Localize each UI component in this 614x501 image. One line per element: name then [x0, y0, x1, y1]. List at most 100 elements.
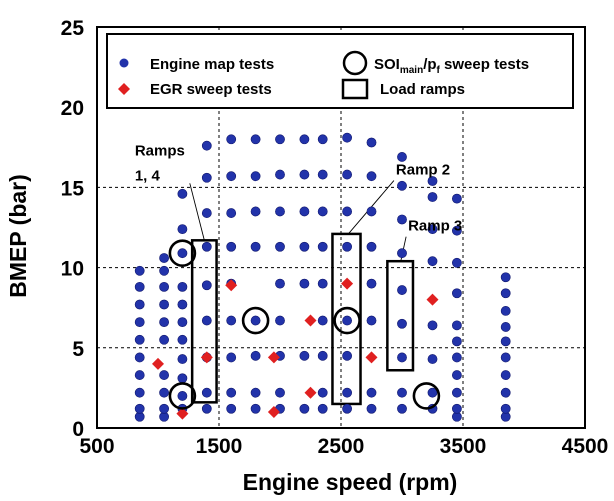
engine-map-point	[177, 334, 188, 345]
engine-map-point	[250, 350, 261, 361]
engine-map-point	[201, 172, 212, 183]
engine-map-point	[500, 288, 511, 299]
engine-map-point	[275, 134, 285, 145]
engine-map-point	[342, 132, 352, 143]
engine-map-point	[299, 403, 310, 414]
engine-map-point	[177, 317, 188, 328]
engine-map-point	[299, 206, 310, 217]
engine-map-point	[159, 253, 169, 263]
legend-sweep-subscript: main	[400, 65, 423, 76]
engine-map-point	[177, 248, 188, 259]
sweep-test-circle	[168, 382, 197, 410]
engine-map-point	[299, 350, 310, 361]
engine-map-point	[177, 391, 188, 401]
engine-map-point	[134, 299, 145, 310]
y-tick-label: 20	[61, 97, 84, 120]
engine-map-point	[427, 354, 438, 364]
x-tick-label: 500	[79, 435, 114, 458]
engine-map-point	[159, 299, 169, 310]
engine-map-point	[177, 299, 188, 310]
tick-labels: 500 1500 2500 3500 4500 0 5 10 15 20 25	[61, 17, 609, 458]
annotation-text: Ramp 3	[408, 218, 462, 235]
engine-map-point	[226, 208, 237, 218]
legend-ramp-label: Load ramps	[380, 81, 465, 98]
engine-map-point	[397, 214, 407, 225]
engine-map-point	[177, 281, 188, 292]
legend-sweep-text-main: SOI	[374, 56, 400, 73]
engine-map-point	[299, 278, 310, 289]
x-axis-title: Engine speed (rpm)	[243, 469, 458, 495]
engine-map-point	[177, 354, 188, 364]
engine-map-point	[250, 403, 261, 414]
engine-map-point	[134, 265, 145, 276]
engine-map-point	[134, 334, 145, 345]
engine-map-point	[299, 134, 310, 145]
annotation-leader-line	[189, 183, 205, 241]
engine-map-point	[201, 140, 212, 151]
legend: Engine map tests EGR sweep tests SOImain…	[106, 33, 574, 109]
engine-map-point	[500, 352, 511, 363]
engine-map-point	[201, 208, 212, 218]
engine-map-point	[317, 134, 328, 145]
engine-map-point	[159, 403, 169, 414]
engine-map-point	[427, 192, 438, 202]
engine-map-point	[134, 317, 145, 328]
engine-map-point	[451, 370, 462, 380]
x-tick-label: 2500	[318, 435, 365, 458]
engine-map-point	[159, 334, 169, 345]
engine-map-point	[159, 281, 169, 292]
y-tick-label: 5	[72, 338, 84, 361]
y-axis-title: BMEP (bar)	[5, 174, 31, 298]
legend-sweep-text-tail: sweep tests	[440, 56, 529, 73]
egr-sweep-point	[200, 351, 213, 364]
engine-map-point	[451, 403, 462, 414]
load-ramp-boxes	[190, 232, 415, 406]
engine-map-point	[177, 188, 188, 199]
legend-engine-map-marker	[119, 58, 129, 68]
y-tick-label: 0	[72, 418, 84, 441]
egr-sweep-point	[304, 314, 317, 327]
engine-map-point	[397, 318, 407, 329]
engine-map-point	[134, 387, 145, 398]
engine-map-point	[317, 403, 328, 414]
sweep-test-circle	[412, 382, 441, 410]
plot-frame	[96, 26, 586, 429]
engine-map-point	[342, 387, 352, 398]
annotation-text: Ramps 1, 4	[135, 142, 185, 184]
engine-map-point	[342, 241, 352, 252]
x-tick-label: 1500	[196, 435, 243, 458]
engine-map-point	[275, 169, 285, 180]
annotation-line: Ramp 3	[408, 218, 462, 235]
legend-egr-label: EGR sweep tests	[150, 81, 272, 98]
sweep-test-circle	[333, 306, 361, 335]
engine-map-point	[317, 387, 328, 398]
engine-map-point	[159, 265, 169, 276]
legend-sweep-text-p: /p	[423, 56, 436, 73]
engine-map-point	[500, 322, 511, 332]
engine-map-point	[427, 224, 438, 235]
engine-map-point	[226, 171, 237, 182]
engine-map-point	[201, 387, 212, 398]
engine-map-point	[366, 403, 377, 414]
engine-map-point	[500, 306, 511, 316]
engine-map-point	[275, 387, 285, 398]
engine-map-point	[317, 241, 328, 252]
engine-map-point	[500, 370, 511, 380]
engine-map-point	[177, 373, 188, 384]
engine-map-point	[451, 257, 462, 268]
engine-map-point	[500, 403, 511, 414]
engine-map-point	[397, 180, 407, 191]
engine-map-point	[250, 387, 261, 398]
x-tick-label: 4500	[562, 435, 609, 458]
sweep-test-circle	[241, 306, 270, 335]
annotation-line: Ramp 2	[396, 162, 450, 179]
legend-sweep-marker	[342, 50, 368, 76]
engine-map-point	[226, 134, 237, 145]
engine-map-point	[177, 224, 188, 235]
y-tick-label: 15	[61, 177, 85, 200]
engine-map-point	[342, 403, 352, 414]
engine-map-point	[451, 225, 462, 236]
engine-map-point	[342, 315, 352, 326]
engine-map-point	[500, 272, 511, 283]
engine-map-point	[500, 336, 511, 347]
